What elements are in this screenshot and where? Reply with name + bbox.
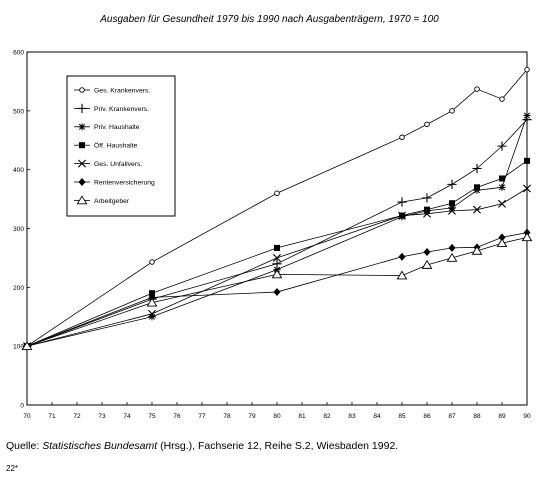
legend-entry: Ges. Krankenvers. bbox=[94, 87, 150, 94]
source-details: (Hrsg.), Fachserie 12, Reihe S.2, Wiesba… bbox=[157, 440, 399, 452]
data-point bbox=[499, 175, 505, 182]
data-point bbox=[474, 86, 480, 92]
y-tick-label: 500 bbox=[13, 108, 24, 115]
data-point bbox=[271, 269, 283, 279]
data-point bbox=[424, 121, 430, 128]
x-tick-label: 74 bbox=[123, 413, 131, 420]
x-tick-label: 82 bbox=[323, 413, 331, 420]
legend-marker bbox=[77, 103, 87, 113]
data-point bbox=[448, 204, 456, 212]
data-point bbox=[523, 111, 531, 120]
chart-title: Ausgaben für Gesundheit 1979 bis 1990 na… bbox=[100, 14, 439, 25]
data-point bbox=[524, 157, 530, 164]
legend-entry: Öff. Haushalte bbox=[94, 142, 138, 150]
legend-marker bbox=[78, 123, 86, 131]
x-tick-label: 90 bbox=[523, 413, 531, 420]
chart-markers bbox=[21, 66, 533, 351]
data-point bbox=[273, 288, 281, 297]
legend-entry: Rentenversicherung bbox=[94, 179, 155, 186]
legend-entry: Priv. Haushalte bbox=[94, 124, 140, 131]
y-tick-label: 300 bbox=[13, 226, 24, 233]
data-point bbox=[421, 259, 433, 269]
y-tick-label: 200 bbox=[13, 285, 24, 292]
data-point bbox=[399, 134, 405, 141]
data-point bbox=[496, 238, 508, 248]
data-point bbox=[474, 184, 480, 191]
x-tick-label: 76 bbox=[173, 413, 181, 420]
legend-marker bbox=[76, 195, 88, 205]
legend-entry: Ges. Unfallvers. bbox=[94, 161, 142, 168]
legend-marker bbox=[78, 178, 86, 186]
data-point bbox=[498, 183, 506, 191]
x-tick-label: 79 bbox=[248, 413, 256, 420]
x-tick-label: 81 bbox=[298, 413, 306, 420]
legend-marker bbox=[79, 142, 85, 149]
y-tick-label: 100 bbox=[13, 344, 24, 351]
x-tick-label: 86 bbox=[423, 413, 431, 420]
x-tick-label: 72 bbox=[73, 413, 81, 420]
data-point bbox=[497, 141, 507, 151]
data-point bbox=[449, 108, 455, 114]
x-tick-label: 73 bbox=[98, 413, 106, 420]
x-tick-label: 78 bbox=[223, 413, 231, 420]
x-tick-label: 77 bbox=[198, 413, 206, 420]
source-note: Quelle: Statistisches Bundesamt (Hrsg.),… bbox=[6, 440, 398, 452]
data-point bbox=[423, 209, 431, 218]
page-number: 22* bbox=[6, 464, 19, 473]
x-tick-label: 89 bbox=[498, 413, 506, 420]
data-point bbox=[448, 206, 456, 215]
x-tick-label: 80 bbox=[273, 413, 281, 420]
data-point bbox=[396, 270, 408, 280]
data-point bbox=[149, 259, 155, 265]
chart-axes: 70 71 72 73 74 75 76 77 78 79 80 81 82 83 84 85 86 87 88 89… bbox=[13, 50, 531, 421]
data-point bbox=[424, 206, 430, 213]
y-tick-label: 400 bbox=[13, 167, 24, 174]
data-point bbox=[471, 245, 483, 255]
legend-marker bbox=[79, 87, 85, 93]
source-publisher: Statistisches Bundesamt bbox=[42, 440, 158, 452]
data-point bbox=[449, 200, 455, 207]
data-point bbox=[498, 233, 506, 242]
x-tick-label: 88 bbox=[473, 413, 481, 420]
data-point bbox=[148, 293, 156, 302]
x-tick-label: 70 bbox=[23, 413, 31, 420]
data-point bbox=[498, 199, 506, 208]
data-point bbox=[499, 96, 505, 102]
data-point bbox=[472, 163, 482, 174]
x-tick-label: 87 bbox=[448, 413, 456, 420]
data-point bbox=[447, 179, 457, 189]
y-tick-label: 600 bbox=[13, 50, 24, 57]
data-point bbox=[274, 244, 280, 251]
y-tick-label: 0 bbox=[20, 403, 24, 410]
data-point bbox=[148, 313, 156, 321]
legend-entry: Arbeitgeber bbox=[94, 198, 130, 205]
x-tick-label: 75 bbox=[148, 413, 156, 420]
data-point bbox=[273, 253, 281, 262]
data-point bbox=[422, 193, 432, 203]
data-point bbox=[398, 252, 406, 261]
data-point bbox=[148, 309, 156, 318]
data-point bbox=[397, 197, 407, 207]
data-point bbox=[523, 184, 531, 193]
x-tick-label: 71 bbox=[48, 413, 56, 420]
data-point bbox=[524, 66, 530, 73]
x-tick-label: 84 bbox=[373, 413, 381, 420]
data-point bbox=[146, 297, 158, 307]
data-point bbox=[473, 205, 481, 214]
source-prefix: Quelle: bbox=[6, 440, 43, 452]
data-point bbox=[446, 252, 458, 262]
legend-entry: Priv. Krankenvers. bbox=[94, 106, 149, 113]
data-point bbox=[448, 243, 456, 252]
data-point bbox=[274, 190, 280, 196]
legend-marker bbox=[78, 159, 86, 168]
x-tick-label: 83 bbox=[348, 413, 356, 420]
data-point bbox=[521, 232, 533, 242]
chart-legend: Ges. Krankenvers. Priv. Krankenvers. Priv.… bbox=[66, 75, 176, 217]
data-point bbox=[398, 211, 406, 220]
data-point bbox=[423, 248, 431, 257]
data-point bbox=[21, 341, 33, 351]
data-point bbox=[149, 290, 155, 297]
x-tick-label: 85 bbox=[398, 413, 406, 420]
